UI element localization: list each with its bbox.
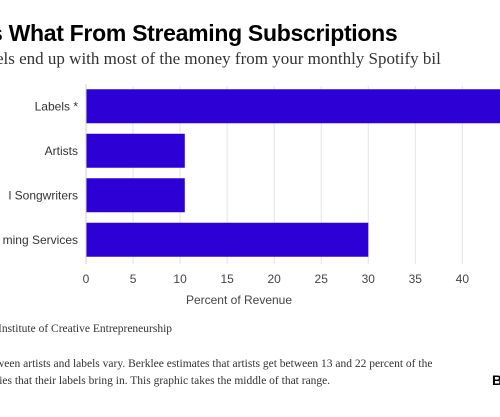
bar [86, 222, 369, 257]
bar-chart: Labels * Artists l Songwriters ming Service… [3, 84, 500, 307]
category-label: ming Services [3, 233, 78, 247]
source-text: Institute of Creative Entrepreneurship [0, 323, 173, 335]
x-tick-label: 40 [456, 272, 470, 286]
x-tick-label: 35 [409, 272, 423, 286]
category-label: Labels * [35, 99, 79, 113]
chart-note: ween artists and labels vary. Berklee es… [0, 356, 500, 390]
note-line-2: ties that their labels bring in. This gr… [0, 375, 331, 387]
x-tick-label: 30 [362, 272, 376, 286]
bar [86, 89, 500, 124]
category-label: l Songwriters [9, 188, 78, 202]
x-tick-label: 10 [173, 272, 187, 286]
category-label: Artists [45, 144, 78, 158]
x-tick-label: 5 [130, 272, 137, 286]
chart-subtitle: els end up with most of the money from y… [0, 49, 441, 68]
bar [86, 133, 185, 168]
x-tick-label: 0 [83, 272, 90, 286]
brand-logo: B [492, 372, 500, 388]
x-tick-label: 20 [268, 272, 282, 286]
chart-title: s What From Streaming Subscriptions [0, 20, 398, 46]
x-tick-label: 25 [315, 272, 329, 286]
bar [86, 178, 185, 213]
x-axis-label: Percent of Revenue [186, 293, 292, 307]
note-line-1: ween artists and labels vary. Berklee es… [0, 358, 433, 370]
x-tick-label: 15 [220, 272, 234, 286]
